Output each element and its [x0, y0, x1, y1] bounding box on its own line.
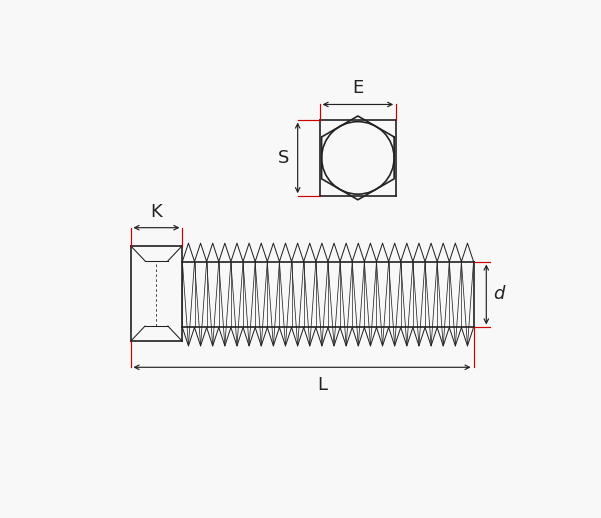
Text: K: K — [151, 203, 162, 221]
Text: S: S — [278, 149, 290, 167]
Text: d: d — [493, 285, 505, 304]
Text: E: E — [352, 79, 364, 97]
Text: L: L — [317, 376, 327, 394]
